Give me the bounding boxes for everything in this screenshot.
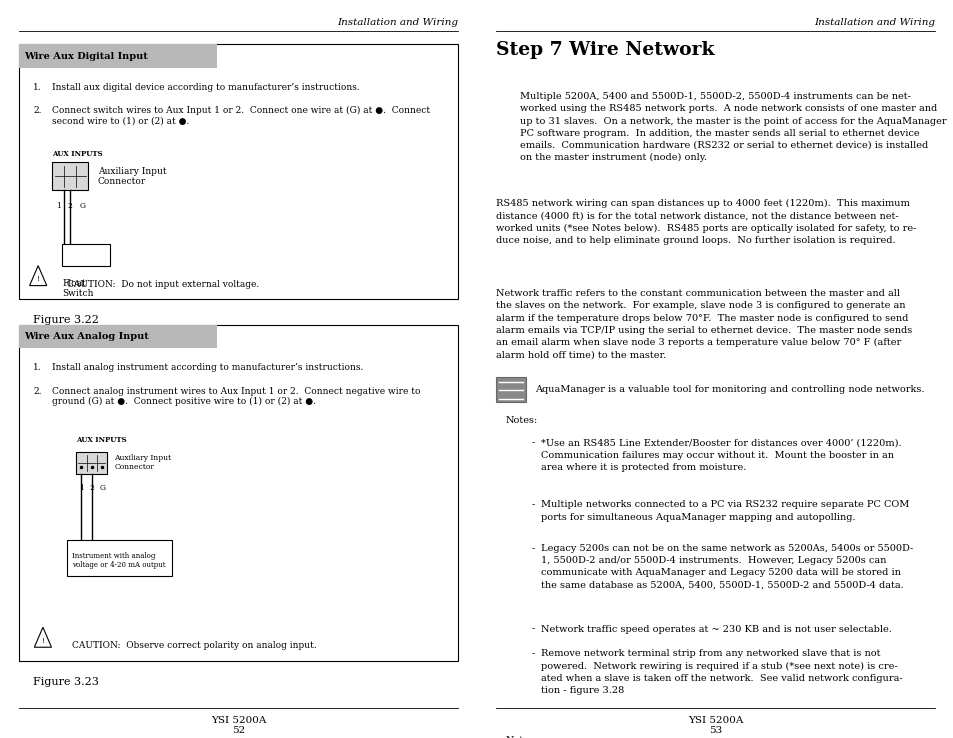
Text: YSI 5200A
53: YSI 5200A 53 <box>687 716 742 735</box>
Text: 2.: 2. <box>33 387 42 396</box>
Text: !: ! <box>36 276 40 282</box>
Text: Auxiliary Input
Connector: Auxiliary Input Connector <box>114 454 172 472</box>
Text: Multiple 5200A, 5400 and 5500D-1, 5500D-2, 5500D-4 instruments can be net-
worke: Multiple 5200A, 5400 and 5500D-1, 5500D-… <box>519 92 945 162</box>
Text: Notes:: Notes: <box>505 416 537 425</box>
Text: Float
Switch: Float Switch <box>62 279 93 298</box>
Text: Connect analog instrument wires to Aux Input 1 or 2.  Connect negative wire to
g: Connect analog instrument wires to Aux I… <box>52 387 420 406</box>
Text: 1.: 1. <box>33 363 42 372</box>
Text: Installation and Wiring: Installation and Wiring <box>813 18 934 27</box>
Text: Install aux digital device according to manufacturer’s instructions.: Install aux digital device according to … <box>52 83 360 92</box>
Bar <box>19 325 457 661</box>
Text: Auxiliary Input
Connector: Auxiliary Input Connector <box>97 167 166 186</box>
Polygon shape <box>30 266 47 286</box>
Text: Wire Aux Analog Input: Wire Aux Analog Input <box>24 332 149 341</box>
Text: CAUTION:  Do not input external voltage.: CAUTION: Do not input external voltage. <box>67 280 259 289</box>
Text: Note:: Note: <box>505 736 533 738</box>
Text: *Use an RS485 Line Extender/Booster for distances over 4000’ (1220m).
Communicat: *Use an RS485 Line Extender/Booster for … <box>541 438 902 472</box>
Text: 2.: 2. <box>33 106 42 115</box>
Text: !: ! <box>41 638 45 644</box>
Text: Install analog instrument according to manufacturer’s instructions.: Install analog instrument according to m… <box>52 363 363 372</box>
Text: G: G <box>99 484 105 492</box>
Text: CAUTION:  Observe correct polarity on analog input.: CAUTION: Observe correct polarity on ana… <box>71 641 316 650</box>
Bar <box>67 540 172 576</box>
Bar <box>19 44 216 68</box>
Text: RS485 network wiring can span distances up to 4000 feet (1220m).  This maximum
d: RS485 network wiring can span distances … <box>496 199 916 245</box>
Text: -: - <box>531 624 535 634</box>
Text: -: - <box>531 500 535 509</box>
Text: Multiple networks connected to a PC via RS232 require separate PC COM
ports for : Multiple networks connected to a PC via … <box>541 500 909 522</box>
Text: Network traffic speed operates at ~ 230 KB and is not user selectable.: Network traffic speed operates at ~ 230 … <box>541 624 891 634</box>
Text: -: - <box>531 649 535 658</box>
Text: G: G <box>79 202 85 210</box>
Text: Connect switch wires to Aux Input 1 or 2.  Connect one wire at (G) at ●.  Connec: Connect switch wires to Aux Input 1 or 2… <box>52 106 430 125</box>
Text: Step 7 Wire Network: Step 7 Wire Network <box>496 41 714 58</box>
Text: Installation and Wiring: Installation and Wiring <box>336 18 457 27</box>
Text: 2: 2 <box>90 484 94 492</box>
Text: 1.: 1. <box>33 83 42 92</box>
Polygon shape <box>34 627 51 647</box>
Text: Wire Aux Digital Input: Wire Aux Digital Input <box>24 52 148 61</box>
Text: Instrument with analog
voltage or 4-20 mA output: Instrument with analog voltage or 4-20 m… <box>71 552 165 570</box>
Bar <box>62 244 110 266</box>
Bar <box>52 162 88 190</box>
Text: YSI 5200A
52: YSI 5200A 52 <box>211 716 266 735</box>
Text: -: - <box>531 438 535 447</box>
Bar <box>19 325 216 348</box>
Text: Figure 3.22: Figure 3.22 <box>33 315 99 325</box>
Text: AUX INPUTS: AUX INPUTS <box>52 150 103 158</box>
Text: AUX INPUTS: AUX INPUTS <box>76 436 127 444</box>
Bar <box>76 452 107 474</box>
Text: Network traffic refers to the constant communication between the master and all
: Network traffic refers to the constant c… <box>496 289 911 359</box>
Text: Legacy 5200s can not be on the same network as 5200As, 5400s or 5500D-
1, 5500D-: Legacy 5200s can not be on the same netw… <box>541 544 913 589</box>
Text: Remove network terminal strip from any networked slave that is not
powered.  Net: Remove network terminal strip from any n… <box>541 649 902 695</box>
Bar <box>19 44 457 299</box>
Text: Figure 3.23: Figure 3.23 <box>33 677 99 687</box>
Text: AquaManager is a valuable tool for monitoring and controlling node networks.: AquaManager is a valuable tool for monit… <box>535 385 923 394</box>
Text: -: - <box>531 544 535 553</box>
Text: 1: 1 <box>79 484 84 492</box>
Bar <box>496 377 525 402</box>
Text: 1: 1 <box>56 202 61 210</box>
Text: 2: 2 <box>68 202 72 210</box>
